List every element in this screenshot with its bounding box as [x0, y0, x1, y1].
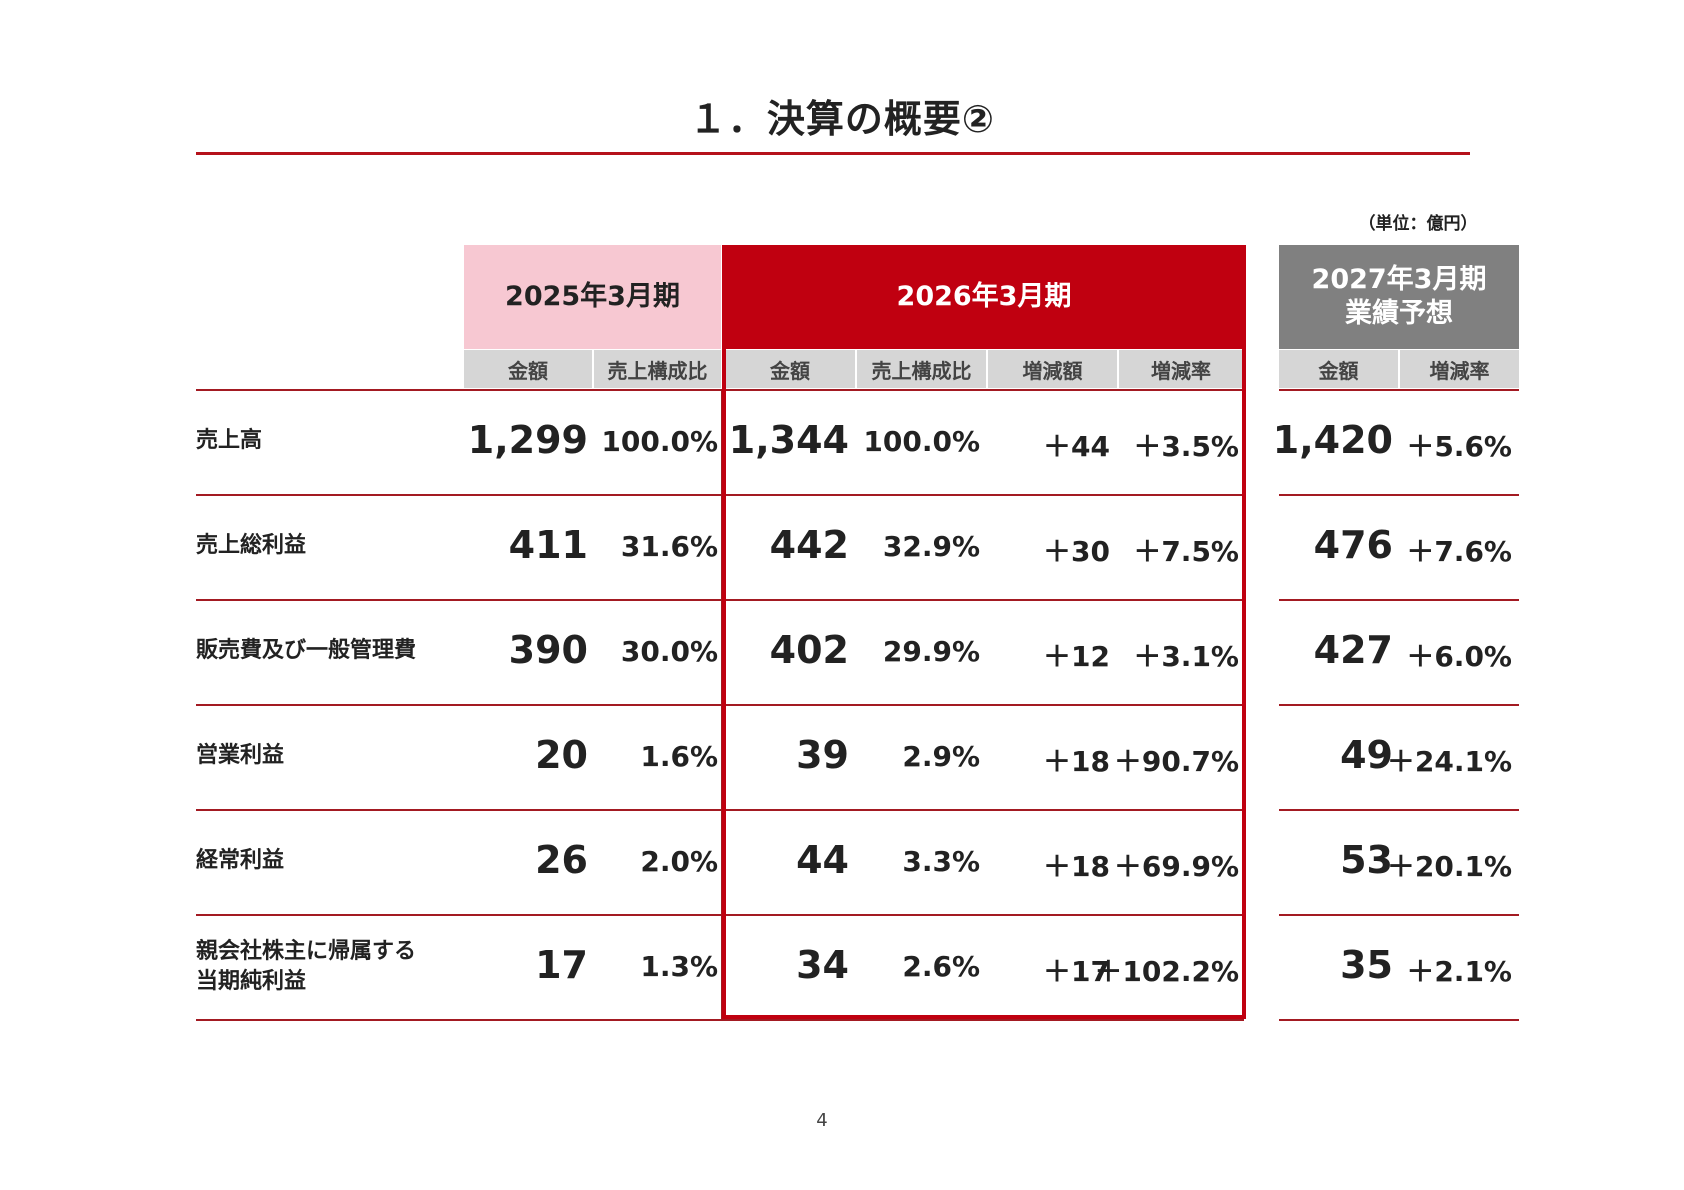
- row-divider: [196, 914, 1244, 916]
- fy27-amount: 53: [1340, 838, 1393, 882]
- fy26-change: ＋12: [1043, 640, 1110, 673]
- fy26-change-rate: ＋90.7%: [1113, 745, 1239, 778]
- fy27-change-rate: ＋2.1%: [1406, 955, 1512, 988]
- unit-note: （単位：億円）: [1358, 214, 1478, 234]
- fy27-change-rate: ＋6.0%: [1406, 640, 1512, 673]
- fy26-amount: 442: [769, 523, 849, 567]
- fy26-change: ＋17: [1043, 955, 1110, 988]
- header-fy2025-label: 2025年3月期: [505, 281, 680, 312]
- fy26-ratio: 100.0%: [863, 425, 980, 458]
- subheader-fy26-change: 増減額: [988, 350, 1117, 388]
- fy26-amount: 34: [796, 943, 849, 987]
- column-divider: [721, 389, 723, 1021]
- fy26-amount: 402: [769, 628, 849, 672]
- fy26-change: ＋18: [1043, 745, 1110, 778]
- fy26-change-rate: ＋3.1%: [1133, 640, 1239, 673]
- row-label-ordinary-profit: 経常利益: [196, 848, 285, 873]
- fy25-amount: 26: [535, 838, 588, 882]
- fy26-change: ＋18: [1043, 850, 1110, 883]
- row-divider: [1279, 599, 1519, 601]
- subheader-fy25-amount: 金額: [464, 350, 592, 388]
- header-fy2026-label: 2026年3月期: [896, 281, 1072, 312]
- row-divider: [1279, 914, 1519, 916]
- row-divider: [1279, 704, 1519, 706]
- row-label-gross-profit: 売上総利益: [196, 533, 307, 558]
- fy27-amount: 35: [1340, 943, 1393, 987]
- fy26-change-rate: ＋69.9%: [1113, 850, 1239, 883]
- fy27-amount: 427: [1313, 628, 1393, 672]
- header-fy2027-label: 2027年3月期: [1311, 264, 1487, 295]
- row-label-net-income-line1: 親会社株主に帰属する: [196, 939, 417, 964]
- subheader-fy27-amount: 金額: [1279, 350, 1398, 388]
- row-divider: [196, 809, 1244, 811]
- fy27-amount: 476: [1313, 523, 1393, 567]
- subheader-fy25-ratio: 売上構成比: [594, 350, 721, 388]
- header-forecast-label: 業績予想: [1345, 298, 1453, 329]
- fy26-change-rate: ＋3.5%: [1133, 430, 1239, 463]
- fy26-ratio: 32.9%: [882, 530, 980, 563]
- fy25-ratio: 100.0%: [601, 425, 718, 458]
- row-divider: [196, 704, 1244, 706]
- row-divider: [1279, 494, 1519, 496]
- header-fy2027-forecast: 2027年3月期 業績予想: [1279, 245, 1519, 349]
- row-divider: [196, 599, 1244, 601]
- fy27-change-rate: ＋7.6%: [1406, 535, 1512, 568]
- fy26-ratio: 2.9%: [902, 740, 980, 773]
- fy26-ratio: 3.3%: [902, 845, 980, 878]
- fy26-amount: 44: [796, 838, 849, 882]
- row-divider: [1279, 1019, 1519, 1021]
- page-title: １．決算の概要②: [688, 97, 996, 141]
- fy25-amount: 411: [508, 523, 588, 567]
- fy25-amount: 17: [535, 943, 588, 987]
- fy27-change-rate: ＋24.1%: [1386, 745, 1512, 778]
- row-label-net-income-line2: 当期純利益: [196, 969, 307, 994]
- row-label-sga: 販売費及び一般管理費: [196, 638, 417, 663]
- fy26-ratio: 2.6%: [902, 950, 980, 983]
- row-divider: [196, 494, 1244, 496]
- fy26-change: ＋44: [1043, 430, 1110, 463]
- fy25-amount: 20: [535, 733, 588, 777]
- row-divider: [196, 389, 1244, 391]
- fy25-amount: 1,299: [467, 418, 588, 462]
- subheader-fy26-change-rate: 増減率: [1119, 350, 1243, 388]
- row-divider: [1279, 389, 1519, 391]
- fy26-change: ＋30: [1043, 535, 1110, 568]
- fy27-change-rate: ＋20.1%: [1386, 850, 1512, 883]
- subheader-fy26-ratio: 売上構成比: [857, 350, 986, 388]
- subheader-fy27-change-rate: 増減率: [1400, 350, 1519, 388]
- page-number: 4: [816, 1110, 828, 1131]
- fy26-amount: 39: [796, 733, 849, 777]
- fy27-amount: 1,420: [1272, 418, 1393, 462]
- row-label-operating-profit: 営業利益: [196, 743, 285, 768]
- row-divider: [196, 1019, 1244, 1021]
- title-underline: [196, 152, 1470, 155]
- fy26-change-rate: ＋102.2%: [1094, 955, 1239, 988]
- fy27-change-rate: ＋5.6%: [1406, 430, 1512, 463]
- fy25-ratio: 30.0%: [620, 635, 718, 668]
- fy25-ratio: 1.6%: [640, 740, 718, 773]
- row-label-net-income: 親会社株主に帰属する 当期純利益: [196, 937, 416, 997]
- fy25-amount: 390: [508, 628, 588, 672]
- row-label-sales: 売上高: [196, 428, 263, 453]
- fy26-change-rate: ＋7.5%: [1133, 535, 1239, 568]
- subheader-fy26-amount: 金額: [725, 350, 855, 388]
- fy25-ratio: 31.6%: [620, 530, 718, 563]
- header-fy2025: 2025年3月期: [464, 245, 721, 349]
- header-fy2026: 2026年3月期: [725, 245, 1243, 349]
- fy27-amount: 49: [1340, 733, 1393, 777]
- fy26-ratio: 29.9%: [882, 635, 980, 668]
- row-divider: [1279, 809, 1519, 811]
- fy25-ratio: 1.3%: [640, 950, 718, 983]
- fy26-amount: 1,344: [728, 418, 849, 462]
- fy25-ratio: 2.0%: [640, 845, 718, 878]
